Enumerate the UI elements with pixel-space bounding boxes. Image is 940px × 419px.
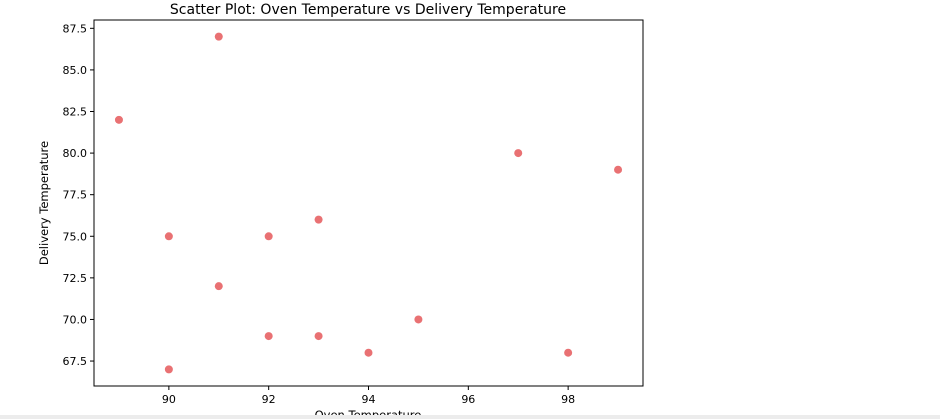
scatter-point <box>614 165 623 174</box>
x-tick-label: 94 <box>362 393 376 406</box>
x-tick-label: 90 <box>162 393 176 406</box>
scatter-point <box>564 348 573 357</box>
scatter-point <box>214 282 223 291</box>
x-tick-label: 96 <box>461 393 475 406</box>
data-points <box>114 32 623 374</box>
scatter-point <box>214 32 223 41</box>
plot-area <box>93 19 644 387</box>
scatter-point <box>264 232 273 241</box>
y-tick-label: 77.5 <box>63 189 88 202</box>
window-bottom-edge <box>0 415 940 419</box>
scatter-point <box>414 315 423 324</box>
scatter-point <box>264 332 273 341</box>
scatter-point <box>164 365 173 374</box>
y-axis: 67.5 70.0 72.5 75.0 77.5 80.0 82.5 85.0 87.5 <box>63 22 94 368</box>
y-tick-label: 85.0 <box>63 64 88 77</box>
scatter-point <box>514 149 523 158</box>
y-tick-label: 67.5 <box>63 355 88 368</box>
x-axis: 90 92 94 96 98 <box>162 386 575 406</box>
scatter-point <box>314 332 323 341</box>
x-axis-label: Oven Temperature <box>315 408 422 419</box>
y-tick-label: 82.5 <box>63 106 88 119</box>
scatter-point <box>314 215 323 224</box>
y-tick-label: 80.0 <box>63 147 88 160</box>
scatter-point <box>164 232 173 241</box>
y-tick-label: 87.5 <box>63 22 88 35</box>
chart-title: Scatter Plot: Oven Temperature vs Delive… <box>170 2 566 18</box>
scatter-point <box>114 115 123 124</box>
y-tick-label: 70.0 <box>63 313 88 326</box>
scatter-point <box>364 348 373 357</box>
x-tick-label: 98 <box>561 393 575 406</box>
y-tick-label: 72.5 <box>63 272 88 285</box>
x-tick-label: 92 <box>262 393 276 406</box>
y-axis-label: Delivery Temperature <box>37 141 51 265</box>
y-tick-label: 75.0 <box>63 230 88 243</box>
